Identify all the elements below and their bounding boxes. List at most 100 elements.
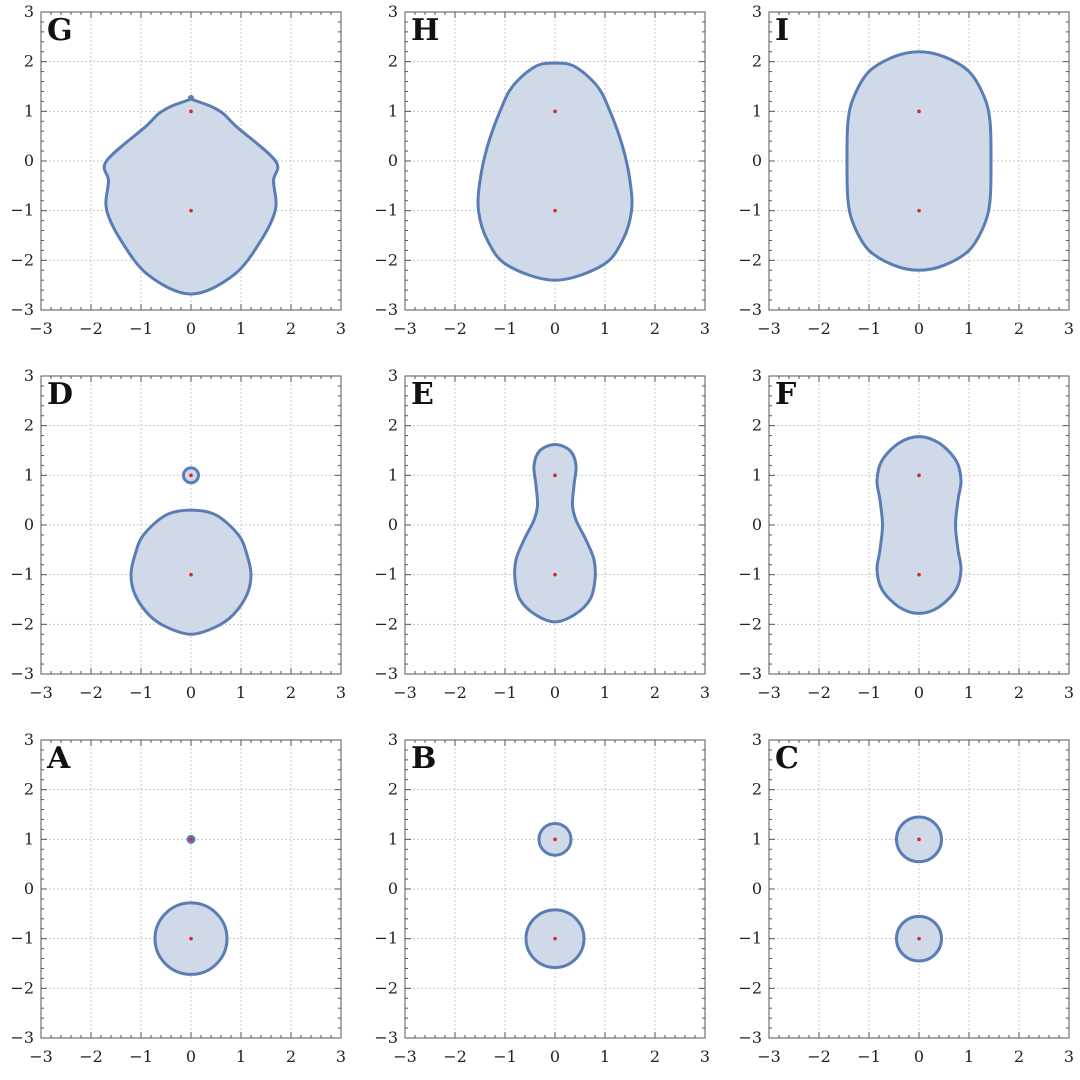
y-tick-label: 2: [24, 780, 34, 799]
y-tick-label: −3: [374, 1028, 398, 1047]
x-tick-label: 1: [964, 319, 974, 338]
center-point: [917, 473, 921, 478]
x-tick-label: −1: [857, 319, 881, 338]
y-tick-label: −1: [738, 201, 762, 220]
x-tick-label: −2: [443, 683, 467, 702]
center-point: [189, 208, 193, 213]
x-tick-label: −1: [857, 683, 881, 702]
level-set-region: [476, 61, 634, 282]
x-tick-label: −3: [393, 319, 417, 338]
x-tick-label: 1: [600, 319, 610, 338]
center-point: [917, 208, 921, 213]
x-tick-label: −3: [757, 683, 781, 702]
center-point: [917, 572, 921, 577]
panel-label: B: [411, 741, 436, 776]
y-tick-label: −1: [10, 929, 34, 948]
y-tick-label: −3: [374, 664, 398, 683]
x-tick-label: 3: [1064, 1047, 1074, 1066]
x-tick-label: 0: [186, 683, 196, 702]
x-tick-label: −3: [757, 319, 781, 338]
y-tick-label: 1: [388, 829, 398, 848]
x-tick-label: 1: [236, 683, 246, 702]
y-tick-label: 2: [752, 780, 762, 799]
x-tick-label: −2: [807, 319, 831, 338]
level-set-region: [845, 50, 993, 272]
x-tick-label: −3: [757, 1047, 781, 1066]
y-tick-label: 2: [24, 52, 34, 71]
y-tick-label: −3: [10, 1028, 34, 1047]
x-tick-label: −2: [443, 1047, 467, 1066]
y-tick-label: 0: [24, 515, 34, 534]
y-tick-label: 3: [24, 730, 34, 749]
center-point: [189, 473, 193, 478]
y-tick-label: −2: [738, 614, 762, 633]
y-tick-label: 3: [388, 2, 398, 21]
level-set-region: [513, 443, 597, 624]
y-tick-label: 0: [388, 151, 398, 170]
x-tick-label: −1: [857, 1047, 881, 1066]
y-tick-label: −2: [10, 978, 34, 997]
x-tick-label: 3: [1064, 319, 1074, 338]
y-tick-label: 3: [752, 2, 762, 21]
x-tick-label: 3: [336, 683, 346, 702]
center-point: [553, 936, 557, 941]
y-tick-label: −2: [738, 250, 762, 269]
x-tick-label: −1: [493, 319, 517, 338]
x-tick-label: −2: [807, 683, 831, 702]
x-tick-label: −2: [79, 683, 103, 702]
panel-label: I: [775, 13, 789, 48]
center-point: [553, 208, 557, 213]
panel-label: E: [411, 377, 434, 412]
y-tick-label: 3: [388, 366, 398, 385]
x-tick-label: 2: [650, 1047, 660, 1066]
x-tick-label: 3: [700, 683, 710, 702]
y-tick-label: 1: [752, 101, 762, 120]
x-tick-label: 2: [286, 319, 296, 338]
x-tick-label: −1: [129, 319, 153, 338]
y-tick-label: −3: [738, 300, 762, 319]
x-tick-label: 0: [550, 1047, 560, 1066]
y-tick-label: −1: [374, 201, 398, 220]
y-tick-label: 2: [388, 780, 398, 799]
y-tick-label: 3: [24, 2, 34, 21]
x-tick-label: 0: [550, 319, 560, 338]
x-tick-label: 2: [286, 683, 296, 702]
panel-label: F: [775, 377, 796, 412]
x-tick-label: −1: [493, 1047, 517, 1066]
level-set-region: [875, 435, 963, 615]
y-tick-label: 2: [388, 416, 398, 435]
y-tick-label: 3: [388, 730, 398, 749]
x-tick-label: 2: [1014, 319, 1024, 338]
x-tick-label: 3: [336, 319, 346, 338]
y-tick-label: 1: [24, 465, 34, 484]
x-tick-label: 0: [914, 683, 924, 702]
center-point: [917, 837, 921, 842]
y-tick-label: 0: [24, 151, 34, 170]
center-point: [189, 109, 193, 114]
panel-label: C: [775, 741, 799, 776]
x-tick-label: 2: [1014, 1047, 1024, 1066]
y-tick-label: −3: [738, 664, 762, 683]
y-tick-label: 2: [24, 416, 34, 435]
panel-label: H: [411, 13, 439, 48]
y-tick-label: −3: [10, 300, 34, 319]
level-set-region: [102, 94, 280, 296]
x-tick-label: 3: [700, 319, 710, 338]
y-tick-label: −1: [374, 565, 398, 584]
x-tick-label: −2: [807, 1047, 831, 1066]
panel-label: A: [46, 741, 71, 776]
panel-label: G: [47, 13, 73, 48]
x-tick-label: 1: [600, 1047, 610, 1066]
x-tick-label: −1: [129, 683, 153, 702]
x-tick-label: −2: [443, 319, 467, 338]
y-tick-label: −2: [374, 250, 398, 269]
x-tick-label: 3: [700, 1047, 710, 1066]
x-tick-label: 1: [964, 1047, 974, 1066]
y-tick-label: 3: [752, 366, 762, 385]
y-tick-label: −2: [374, 978, 398, 997]
y-tick-label: 2: [752, 416, 762, 435]
x-tick-label: −3: [393, 1047, 417, 1066]
